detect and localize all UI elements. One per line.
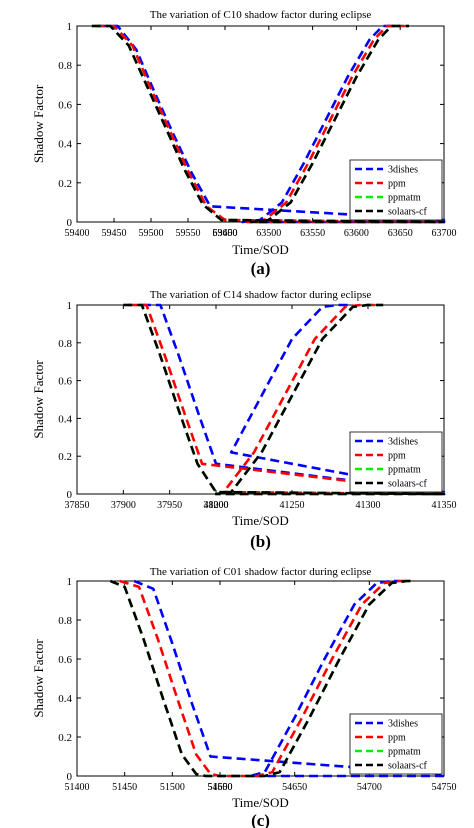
x-tick-label: 59500 bbox=[139, 228, 164, 239]
x-tick-label: 63700 bbox=[432, 228, 457, 239]
y-tick-label: 0.4 bbox=[58, 139, 72, 151]
chart-panel-2: The variation of C14 shadow factor durin… bbox=[31, 289, 457, 551]
legend-label-ppmatm: ppmatm bbox=[388, 193, 421, 204]
x-tick-label: 37900 bbox=[111, 500, 136, 511]
x-tick-label: 63500 bbox=[256, 228, 281, 239]
legend-label-3dishes: 3dishes bbox=[388, 437, 418, 448]
y-tick-label: 0 bbox=[67, 489, 73, 501]
y-tick-label: 0.8 bbox=[58, 338, 72, 350]
y-tick-label: 1 bbox=[67, 21, 73, 33]
y-axis-label: Shadow Factor bbox=[31, 84, 46, 163]
x-tick-label: 51400 bbox=[65, 782, 90, 793]
legend: 3dishes ppm ppmatm solaars-cf bbox=[349, 159, 443, 221]
x-tick-label: 54700 bbox=[357, 782, 382, 793]
y-axis-label: Shadow Factor bbox=[31, 639, 46, 718]
x-tick-label: 63450 bbox=[213, 228, 238, 239]
y-axis-label: Shadow Factor bbox=[31, 360, 46, 439]
y-tick-label: 0.8 bbox=[58, 615, 72, 627]
y-tick-label: 0.6 bbox=[58, 654, 72, 666]
x-tick-label: 59600 bbox=[213, 228, 238, 239]
x-tick-label: 38000 bbox=[204, 500, 229, 511]
x-tick-label: 41250 bbox=[280, 500, 305, 511]
panel-label: (c) bbox=[251, 811, 270, 828]
legend-label-ppm: ppm bbox=[388, 451, 406, 462]
y-tick-label: 0.6 bbox=[58, 99, 72, 111]
y-tick-label: 0 bbox=[67, 217, 73, 229]
y-tick-label: 0 bbox=[67, 771, 73, 783]
panel-label: (b) bbox=[250, 532, 271, 551]
x-tick-label: 51450 bbox=[112, 782, 137, 793]
legend-label-ppmatm: ppmatm bbox=[388, 747, 421, 758]
x-tick-label: 51500 bbox=[160, 782, 185, 793]
y-tick-label: 1 bbox=[67, 300, 73, 312]
y-tick-label: 0.6 bbox=[58, 376, 72, 388]
x-tick-label: 54600 bbox=[208, 782, 233, 793]
chart-title: The variation of C10 shadow factor durin… bbox=[150, 9, 372, 21]
x-tick-label: 41300 bbox=[356, 500, 381, 511]
legend-label-3dishes: 3dishes bbox=[388, 719, 418, 730]
chart-panel-1: The variation of C10 shadow factor durin… bbox=[31, 9, 457, 278]
series-line-solaars-cf bbox=[109, 579, 415, 778]
x-tick-label: 59400 bbox=[65, 228, 90, 239]
legend-label-3dishes: 3dishes bbox=[388, 165, 418, 176]
y-tick-label: 0.2 bbox=[58, 732, 72, 744]
y-tick-label: 0.4 bbox=[58, 413, 72, 425]
x-axis-label: Time/SOD bbox=[232, 513, 289, 528]
legend: 3dishes ppm ppmatm solaars-cf bbox=[349, 713, 443, 775]
legend-box bbox=[349, 713, 443, 775]
y-tick-label: 0.8 bbox=[58, 60, 72, 72]
series-line-3dishes bbox=[141, 303, 446, 496]
chart-panel-3: The variation of C01 shadow factor durin… bbox=[31, 566, 457, 828]
series-line-solaars-cf bbox=[91, 24, 446, 224]
legend-box bbox=[349, 159, 443, 221]
x-tick-label: 54750 bbox=[432, 782, 457, 793]
x-tick-label: 51550 bbox=[208, 782, 233, 793]
legend-label-ppmatm: ppmatm bbox=[388, 465, 421, 476]
x-tick-label: 63550 bbox=[300, 228, 325, 239]
x-axis-label: Time/SOD bbox=[232, 242, 289, 257]
legend-label-solaars-cf: solaars-cf bbox=[388, 761, 428, 772]
series-line-ppm bbox=[128, 303, 446, 496]
y-tick-label: 1 bbox=[67, 576, 73, 588]
x-tick-label: 54650 bbox=[282, 782, 307, 793]
legend-box bbox=[349, 431, 443, 493]
x-tick-label: 59550 bbox=[176, 228, 201, 239]
legend-label-solaars-cf: solaars-cf bbox=[388, 207, 428, 218]
chart-title: The variation of C14 shadow factor durin… bbox=[150, 289, 372, 301]
series-line-ppm bbox=[119, 579, 407, 778]
y-tick-label: 0.2 bbox=[58, 451, 72, 463]
x-tick-label: 63650 bbox=[388, 228, 413, 239]
x-tick-label: 37850 bbox=[65, 500, 90, 511]
legend: 3dishes ppm ppmatm solaars-cf bbox=[349, 431, 443, 493]
y-tick-label: 0.2 bbox=[58, 178, 72, 190]
legend-label-ppm: ppm bbox=[388, 733, 406, 744]
y-tick-label: 0.4 bbox=[58, 693, 72, 705]
x-tick-label: 41200 bbox=[204, 500, 229, 511]
legend-label-solaars-cf: solaars-cf bbox=[388, 479, 428, 490]
panel-label: (a) bbox=[251, 259, 271, 278]
x-tick-label: 41350 bbox=[432, 500, 457, 511]
series-line-3dishes bbox=[133, 579, 446, 778]
x-tick-label: 63600 bbox=[344, 228, 369, 239]
series-line-3dishes bbox=[99, 24, 446, 224]
x-tick-label: 59450 bbox=[102, 228, 127, 239]
x-axis-label: Time/SOD bbox=[232, 795, 289, 810]
legend-label-ppm: ppm bbox=[388, 179, 406, 190]
series-line-solaars-cf bbox=[123, 303, 446, 496]
x-tick-label: 37950 bbox=[157, 500, 182, 511]
chart-title: The variation of C01 shadow factor durin… bbox=[150, 566, 372, 578]
